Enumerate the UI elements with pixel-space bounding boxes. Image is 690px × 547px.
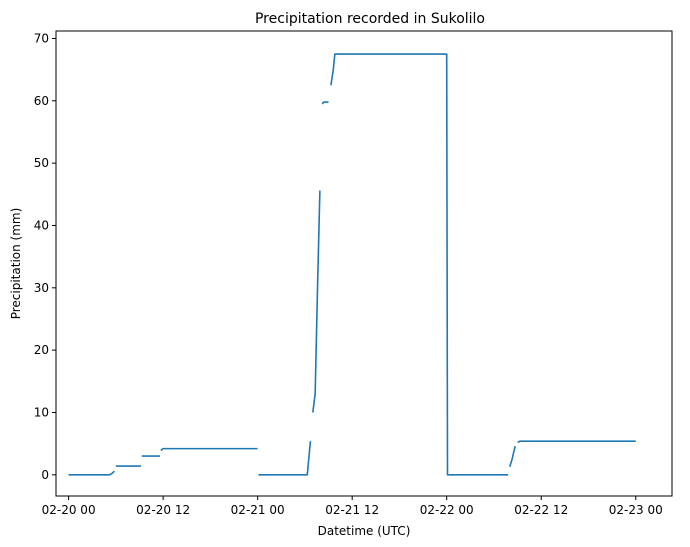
x-tick-label: 02-20 00: [42, 503, 96, 517]
x-tick-label: 02-22 12: [514, 503, 568, 517]
x-tick-label: 02-20 12: [136, 503, 190, 517]
x-axis: 02-20 00 02-20 12 02-21 00 02-21 12 02-22 00…: [42, 496, 663, 517]
precipitation-line-segment-6: [321, 101, 329, 105]
y-tick-label: 10: [34, 405, 49, 419]
y-tick-label: 40: [34, 218, 49, 232]
plot-area: [55, 30, 673, 497]
x-axis-title: Datetime (UTC): [318, 524, 411, 538]
x-tick-label: 02-21 00: [231, 503, 285, 517]
precipitation-line-segment-0: [68, 470, 115, 476]
y-tick-label: 20: [34, 343, 49, 357]
y-tick-label: 60: [34, 94, 49, 108]
precipitation-line-segment-7: [330, 53, 509, 476]
precipitation-line-segment-9: [517, 440, 636, 444]
y-tick-label: 50: [34, 156, 49, 170]
chart-title: Precipitation recorded in Sukolilo: [255, 11, 485, 27]
y-tick-label: 30: [34, 281, 49, 295]
y-axis: 0 10 20 30 40 50 60 70: [34, 31, 56, 482]
y-tick-label: 70: [34, 31, 49, 45]
precipitation-line-segment-5: [312, 190, 321, 413]
precipitation-line-segment-3: [160, 447, 258, 452]
precipitation-line-segment-4: [258, 441, 312, 476]
x-tick-label: 02-21 12: [325, 503, 379, 517]
y-axis-title: Precipitation (mm): [9, 208, 23, 320]
plot-frame: [55, 30, 673, 497]
series-layer: [68, 53, 636, 476]
x-tick-label: 02-22 00: [420, 503, 474, 517]
y-tick-label: 0: [41, 468, 49, 482]
precipitation-line-segment-8: [508, 445, 517, 467]
x-tick-label: 02-23 00: [609, 503, 663, 517]
